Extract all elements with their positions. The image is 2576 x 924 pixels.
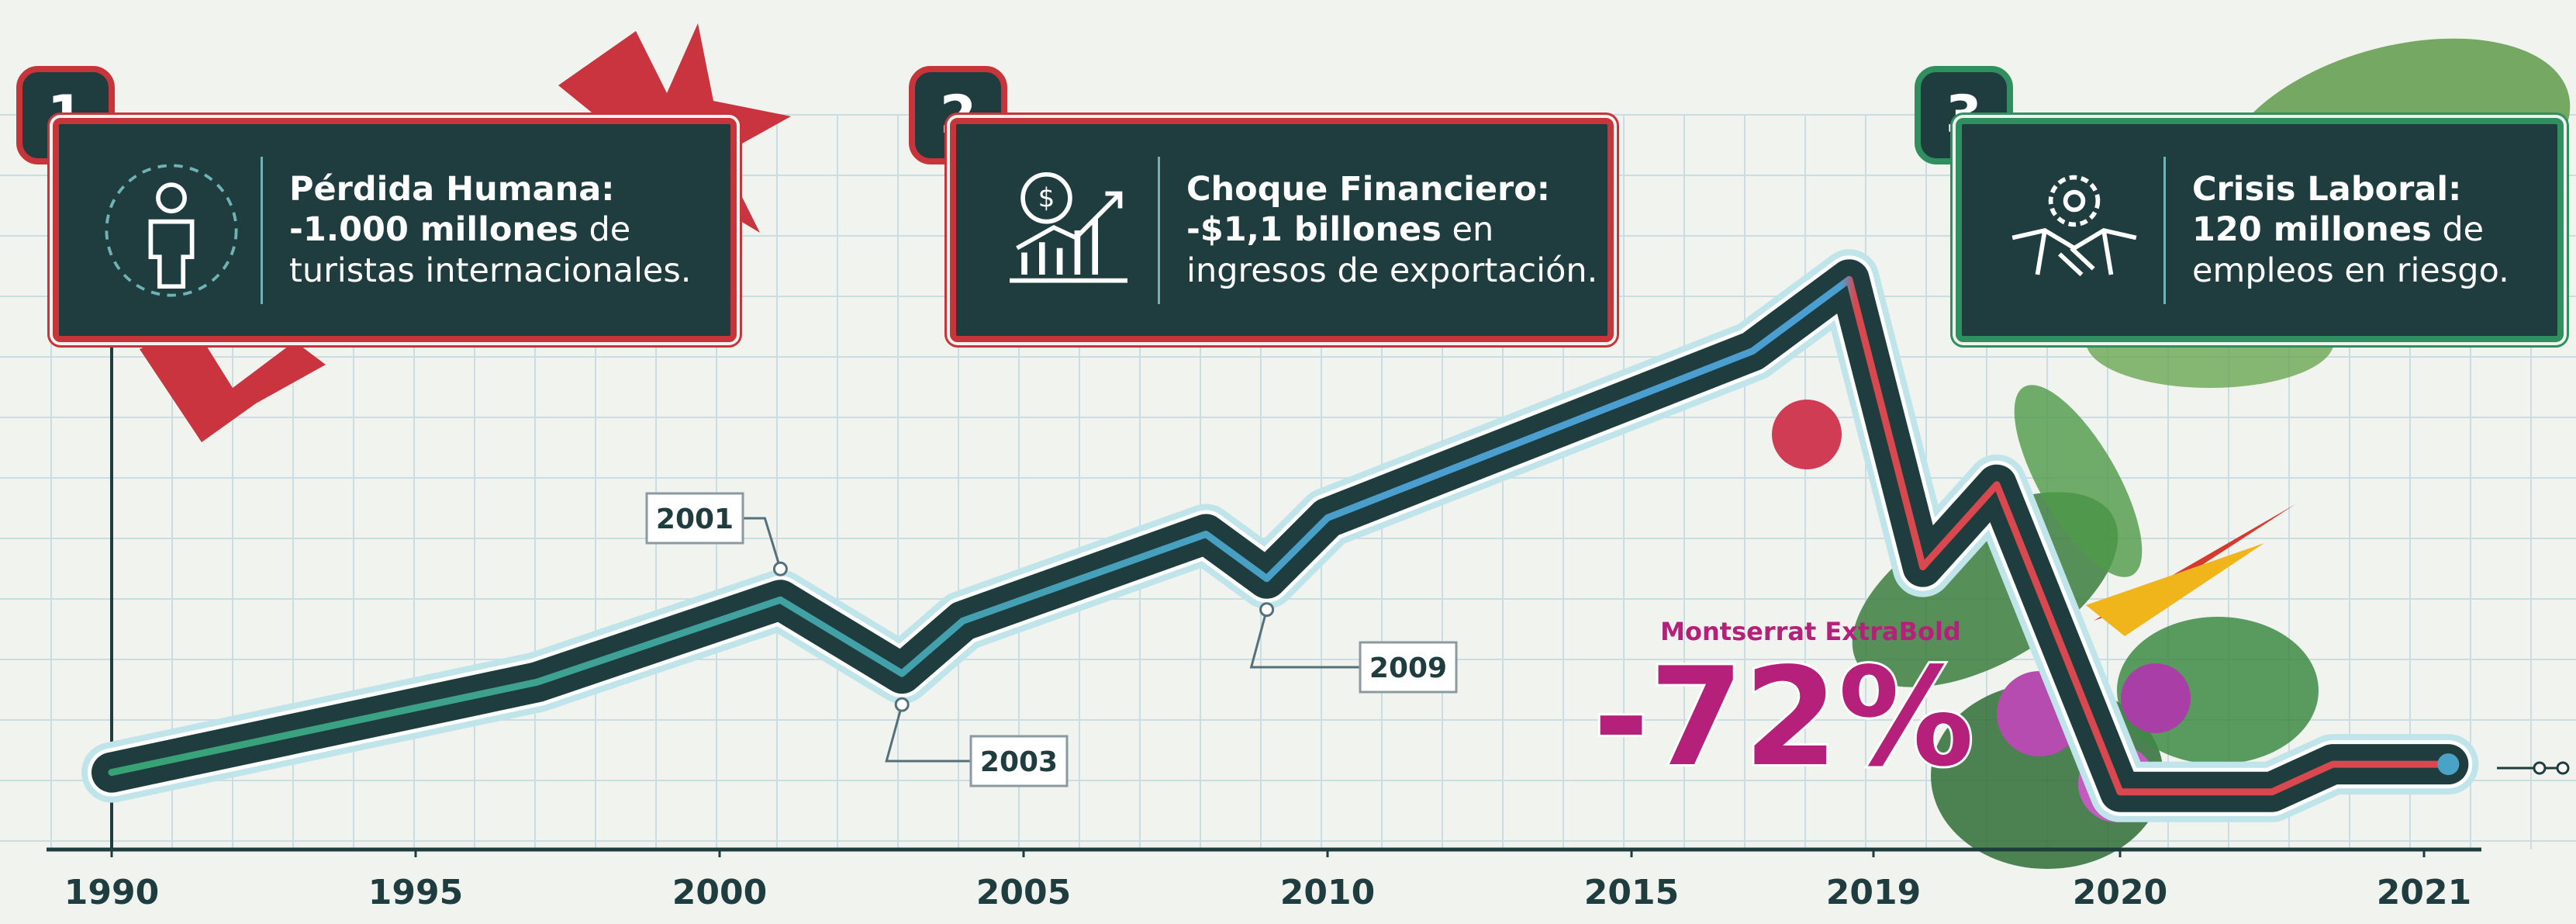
orchid <box>2121 663 2191 733</box>
card-body: en ingresos de exportación. <box>1186 210 1598 290</box>
parrot <box>2086 543 2264 636</box>
x-tick-label: 2020 <box>2073 873 2167 912</box>
x-tick-label: 1995 <box>368 873 463 912</box>
annotation-label: 2003 <box>980 746 1058 778</box>
card-text: Crisis Laboral: 120 millones de empleos e… <box>2192 169 2557 291</box>
connector-dot <box>2556 761 2570 775</box>
divider <box>2163 156 2166 304</box>
annotation-label: 2009 <box>1369 652 1447 684</box>
handshake-icon <box>2011 175 2137 276</box>
card-title: Crisis Laboral: <box>2192 169 2462 209</box>
divider <box>1158 156 1160 304</box>
card-title: Pérdida Humana: <box>289 169 615 209</box>
flower <box>1772 400 1842 469</box>
annotation-box <box>969 735 1069 787</box>
card-body: de empleos en riesgo. <box>2192 210 2509 290</box>
annotation-label: Montserrat ExtraBold <box>1660 617 1961 646</box>
annotation-box <box>1359 641 1458 694</box>
annotation-box <box>645 492 744 545</box>
x-tick-label: 2019 <box>1826 873 1921 912</box>
card-text: Pérdida Humana: -1.000 millones de turist… <box>289 169 730 291</box>
annotation-dot <box>1259 602 1275 618</box>
card-highlight: -1.000 millones <box>289 210 578 250</box>
x-tick-label: 1990 <box>64 873 159 912</box>
x-tick-label: 2005 <box>976 873 1071 912</box>
card-highlight: 120 millones <box>2192 210 2432 250</box>
annotation-dot <box>894 697 910 712</box>
person-icon <box>105 164 238 296</box>
card: Crisis Laboral: 120 millones de empleos e… <box>1956 118 2564 342</box>
card: Pérdida Humana: -1.000 millones de turist… <box>53 118 737 342</box>
annotation-dot <box>772 561 788 576</box>
card-body: de turistas internacionales. <box>289 210 692 290</box>
end-point <box>2437 753 2460 776</box>
big-figure: -72% <box>1593 639 1974 797</box>
card: $ Choque Financiero: -$1,1 billones en in… <box>950 118 1614 342</box>
svg-text:$: $ <box>1038 182 1055 213</box>
annotation-leader <box>741 517 782 569</box>
card-text: Choque Financiero: -$1,1 billones en ingr… <box>1186 169 1607 291</box>
card-highlight: -$1,1 billones <box>1186 210 1442 250</box>
x-tick-label: 2010 <box>1280 873 1375 912</box>
card-title: Choque Financiero: <box>1186 169 1550 209</box>
connector-dot <box>2533 761 2547 775</box>
line-core <box>108 275 2452 796</box>
finance-icon: $ <box>1010 171 1127 282</box>
leaf <box>2014 385 2143 577</box>
x-tick-label: 2015 <box>1584 873 1679 912</box>
flower <box>140 326 326 442</box>
x-tick-label: 2021 <box>2377 873 2471 912</box>
divider <box>261 156 263 304</box>
x-tick-label: 2000 <box>672 873 767 912</box>
annotation-label: 2001 <box>656 504 734 535</box>
